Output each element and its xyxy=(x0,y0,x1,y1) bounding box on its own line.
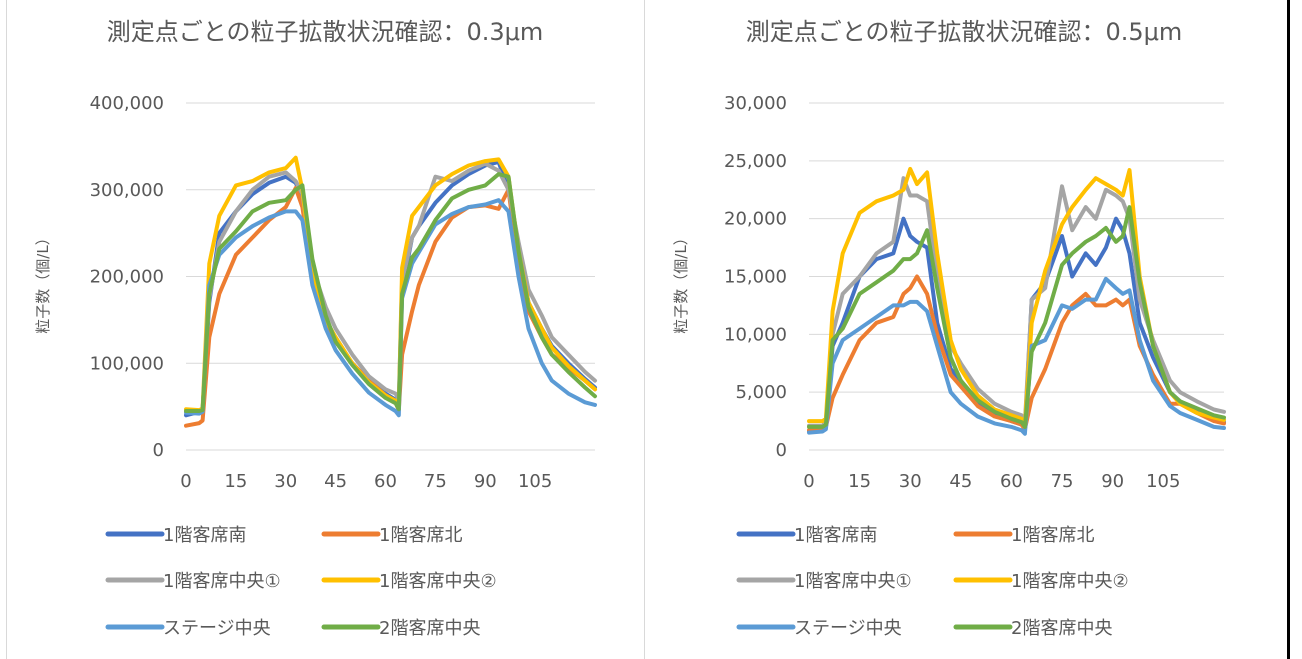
series-line-5 xyxy=(184,172,597,413)
y-tick-label: 200,000 xyxy=(90,267,164,288)
series-line-2 xyxy=(807,176,1226,428)
x-tick-label: 75 xyxy=(424,471,447,492)
legend-item: 1階客席中央① xyxy=(736,571,912,592)
x-tick-label: 15 xyxy=(224,471,247,492)
y-axis-title: 粒子数（個/L） xyxy=(34,230,52,333)
legend-label: 1階客席中央① xyxy=(794,571,912,592)
legend-item: 1階客席中央② xyxy=(321,571,497,592)
y-axis-title: 粒子数（個/L） xyxy=(672,230,690,333)
legend-label: 1階客席中央② xyxy=(1011,571,1129,592)
x-tick-label: 45 xyxy=(949,471,972,492)
legend-label: ステージ中央 xyxy=(794,618,902,639)
legend-item: ステージ中央 xyxy=(736,618,902,639)
x-tick-label: 90 xyxy=(474,471,497,492)
x-tick-label: 30 xyxy=(899,471,922,492)
y-tick-label: 300,000 xyxy=(90,180,164,201)
legend-item: 1階客席南 xyxy=(105,525,246,546)
chart-title: 測定点ごとの粒子拡散状況確認：0.3μm xyxy=(107,18,544,46)
legend-label: 1階客席南 xyxy=(163,525,246,546)
legend-label: 1階客席中央② xyxy=(379,571,497,592)
y-tick-label: 0 xyxy=(153,440,164,461)
x-tick-label: 15 xyxy=(848,471,871,492)
series-line-4 xyxy=(807,276,1226,436)
y-tick-label: 20,000 xyxy=(724,209,787,230)
y-tick-label: 15,000 xyxy=(724,267,787,288)
legend-label: 1階客席中央① xyxy=(163,571,281,592)
y-tick-label: 100,000 xyxy=(90,353,164,374)
legend-item: 1階客席南 xyxy=(736,525,877,546)
x-tick-label: 60 xyxy=(1000,471,1023,492)
x-tick-label: 0 xyxy=(180,471,191,492)
legend-label: ステージ中央 xyxy=(163,618,271,639)
left-border xyxy=(6,0,7,659)
x-tick-label: 75 xyxy=(1051,471,1074,492)
legend-label: 1階客席北 xyxy=(379,525,462,546)
legend-item: 1階客席中央① xyxy=(105,571,281,592)
legend-item: 1階客席北 xyxy=(953,525,1094,546)
chart-0-3um: 測定点ごとの粒子拡散状況確認：0.3μm 0 100,000 200,000 300,0… xyxy=(34,18,597,639)
series-line-0 xyxy=(184,160,597,418)
series-line-1 xyxy=(807,274,1226,433)
x-tick-label: 0 xyxy=(803,471,814,492)
y-tick-label: 400,000 xyxy=(90,93,164,114)
y-tick-label: 5,000 xyxy=(735,382,787,403)
legend-label: 2階客席中央 xyxy=(379,618,480,639)
panel-divider xyxy=(644,0,645,659)
legend-item: 1階客席北 xyxy=(321,525,462,546)
legend-label: 2階客席中央 xyxy=(1011,618,1112,639)
chart-0-5um: 測定点ごとの粒子拡散状況確認：0.5μm 0 5,000 10,000 15,000 20… xyxy=(672,18,1226,639)
x-tick-label: 105 xyxy=(518,471,552,492)
series-line-0 xyxy=(807,216,1226,434)
x-tick-label: 60 xyxy=(374,471,397,492)
y-tick-label: 10,000 xyxy=(724,324,787,345)
x-tick-label: 30 xyxy=(274,471,297,492)
chart-title: 測定点ごとの粒子拡散状況確認：0.5μm xyxy=(746,18,1183,46)
series-line-5 xyxy=(807,205,1226,429)
legend-item: ステージ中央 xyxy=(105,618,271,639)
legend-item: 2階客席中央 xyxy=(953,618,1112,639)
y-tick-label: 25,000 xyxy=(724,151,787,172)
legend-label: 1階客席南 xyxy=(794,525,877,546)
legend-item: 1階客席中央② xyxy=(953,571,1129,592)
y-tick-label: 30,000 xyxy=(724,93,787,114)
x-tick-label: 105 xyxy=(1146,471,1180,492)
x-tick-label: 45 xyxy=(324,471,347,492)
legend-item: 2階客席中央 xyxy=(321,618,480,639)
legend-label: 1階客席北 xyxy=(1011,525,1094,546)
x-tick-label: 90 xyxy=(1101,471,1124,492)
y-tick-label: 0 xyxy=(776,440,787,461)
series-line-4 xyxy=(184,198,597,418)
right-border xyxy=(1287,0,1290,659)
